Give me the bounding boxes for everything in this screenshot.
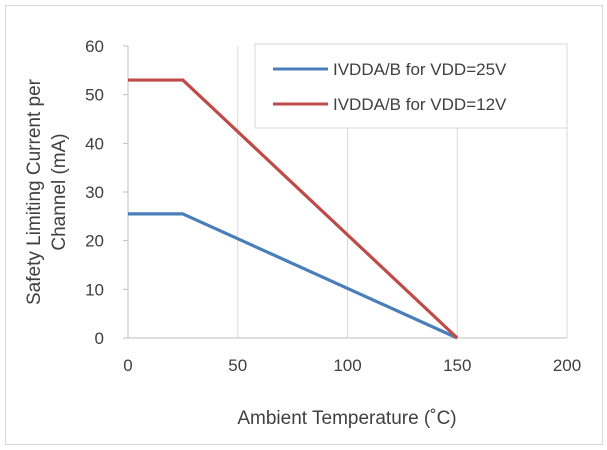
x-tick-label: 0 xyxy=(123,356,132,375)
legend-label-vdd-25v: IVDDA/B for VDD=25V xyxy=(333,60,507,79)
x-tick-label: 200 xyxy=(553,356,581,375)
legend-label-vdd-12v: IVDDA/B for VDD=12V xyxy=(333,95,507,114)
y-axis-title-line-2: Channel (mA) xyxy=(49,133,70,250)
y-tick-label: 50 xyxy=(85,86,104,105)
y-tick-label: 60 xyxy=(85,37,104,56)
series-lines xyxy=(128,78,459,340)
y-axis-title: Safety Limiting Current per Channel (mA) xyxy=(24,78,70,305)
series-line-vdd-25v xyxy=(128,212,458,340)
x-tick-label: 150 xyxy=(443,356,471,375)
y-axis-title-line-1: Safety Limiting Current per xyxy=(24,78,45,305)
y-tick-label: 30 xyxy=(85,183,104,202)
x-axis-title: Ambient Temperature (˚C) xyxy=(237,408,456,429)
x-tick-label: 100 xyxy=(333,356,361,375)
y-tick-label: 0 xyxy=(95,329,104,348)
axes xyxy=(123,45,567,339)
y-tick-label: 10 xyxy=(85,280,104,299)
tick-labels: 0 50 100 150 200 0 10 20 30 40 50 60 xyxy=(85,37,581,375)
legend-box xyxy=(254,43,568,129)
x-tick-label: 50 xyxy=(228,356,247,375)
y-tick-label: 20 xyxy=(85,232,104,251)
series-line-vdd-12v xyxy=(128,78,459,340)
legend: IVDDA/B for VDD=25V IVDDA/B for VDD=12V xyxy=(254,43,568,129)
y-tick-label: 40 xyxy=(85,134,104,153)
